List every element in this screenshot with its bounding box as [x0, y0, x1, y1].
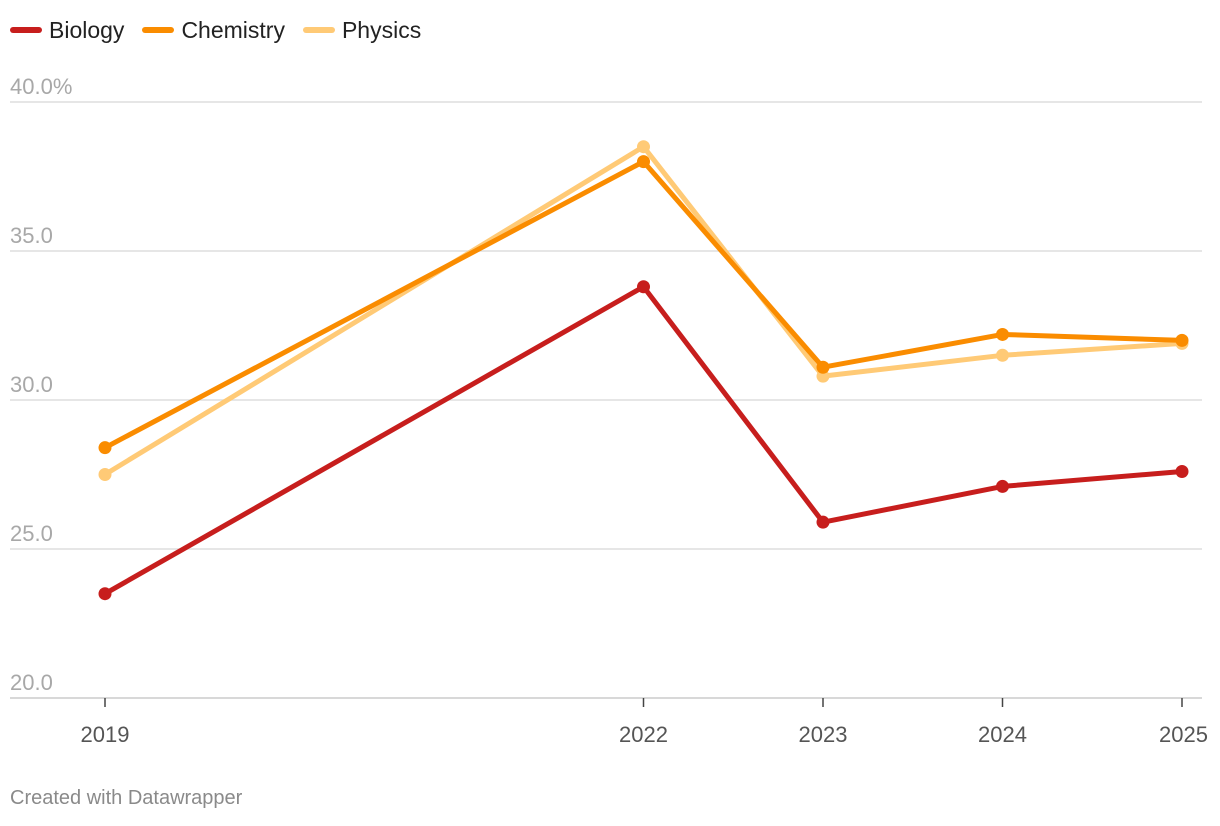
legend-label-physics: Physics [341, 16, 422, 43]
data-point-physics-2022 [637, 140, 650, 154]
data-point-chemistry-2025 [1175, 333, 1189, 347]
y-tick-label-35: 35.0 [10, 223, 53, 248]
x-tick-label-2019: 2019 [81, 722, 130, 747]
series-line-chemistry [102, 159, 1185, 451]
chart-legend: Biology Chemistry Physics [10, 14, 439, 46]
chart-credit: Created with Datawrapper [10, 787, 243, 809]
series-line-physics [102, 144, 1185, 477]
legend-item-chemistry: Chemistry [142, 16, 285, 43]
legend-label-biology: Biology [49, 16, 125, 43]
data-point-biology-2022 [637, 280, 650, 294]
data-point-chemistry-2019 [98, 441, 112, 455]
y-tick-label-25: 25.0 [10, 521, 53, 546]
y-tick-label-40: 40.0% [10, 74, 72, 99]
legend-item-physics: Physics [302, 16, 422, 43]
legend-label-chemistry: Chemistry [181, 16, 285, 43]
data-point-biology-2025 [1175, 465, 1189, 479]
legend-swatch-chemistry [142, 27, 175, 33]
x-tick-label-2022: 2022 [619, 722, 668, 747]
x-tick-label-2025: 2025 [1159, 722, 1208, 747]
x-tick-label-2023: 2023 [799, 722, 848, 747]
data-point-physics-2024 [996, 348, 1009, 362]
data-point-biology-2023 [816, 515, 830, 529]
data-point-chemistry-2022 [637, 155, 650, 169]
legend-swatch-physics [302, 27, 335, 33]
data-point-biology-2019 [98, 587, 112, 601]
legend-item-biology: Biology [10, 16, 125, 43]
x-tick-label-2024: 2024 [978, 722, 1027, 747]
legend-swatch-biology [10, 27, 42, 33]
data-point-biology-2024 [996, 479, 1009, 493]
y-tick-label-30: 30.0 [10, 372, 53, 397]
data-point-chemistry-2023 [816, 360, 830, 374]
y-tick-label-20: 20.0 [10, 670, 53, 695]
data-point-physics-2023 [816, 369, 830, 383]
data-point-physics-2019 [98, 468, 112, 481]
data-point-chemistry-2024 [996, 327, 1009, 341]
